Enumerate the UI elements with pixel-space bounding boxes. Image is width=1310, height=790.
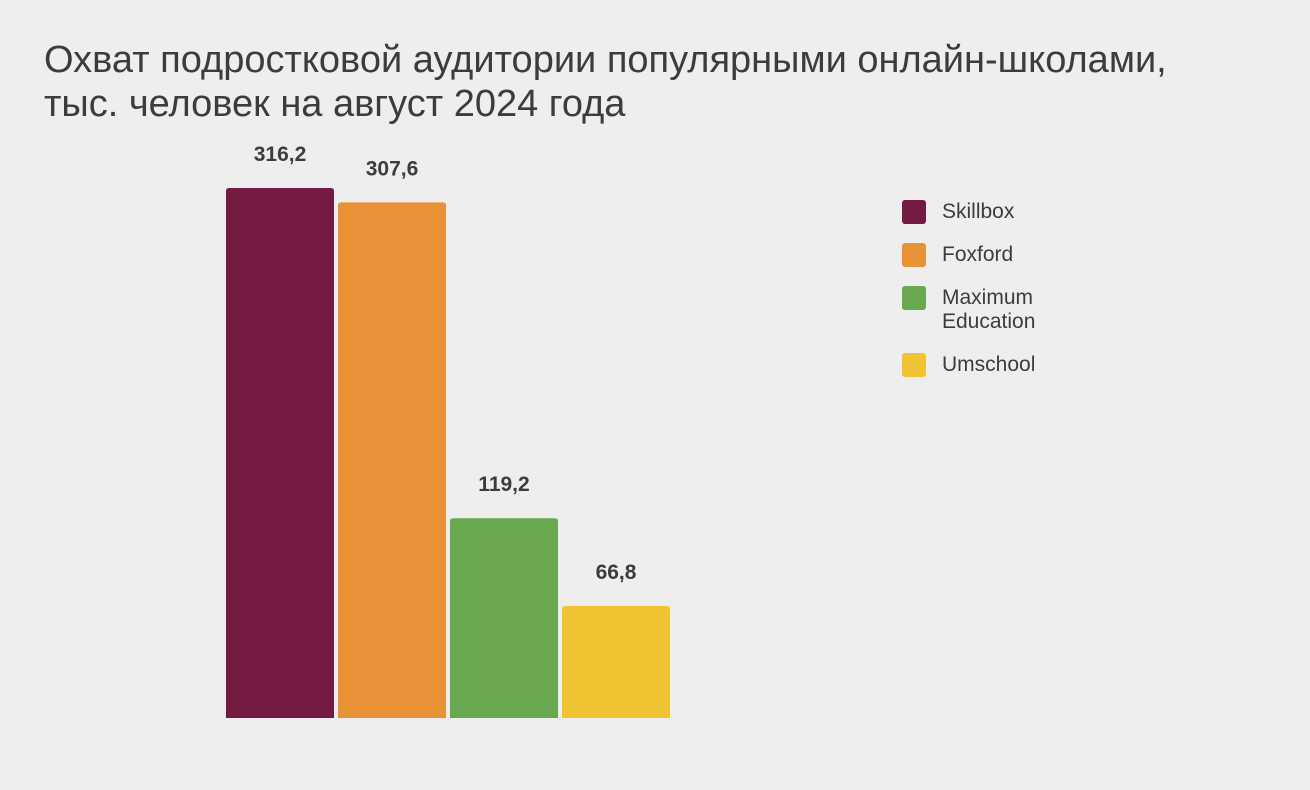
- bar-umschool: [562, 606, 670, 718]
- bar-maximum-education: [450, 518, 558, 718]
- chart-legend: Skillbox Foxford Maximum Education Umsch…: [902, 200, 1162, 396]
- legend-swatch-skillbox: [902, 200, 926, 224]
- legend-label-foxford: Foxford: [942, 243, 1014, 266]
- data-label-skillbox: 316,2: [254, 143, 307, 166]
- legend-label-skillbox: Skillbox: [942, 200, 1015, 223]
- chart-title-line-1: Охват подростковой аудитории популярными…: [44, 39, 1167, 81]
- legend-label-maximum-education: Maximum Education: [942, 286, 1036, 333]
- bar-skillbox: [226, 188, 334, 718]
- legend-swatch-maximum-education: [902, 286, 926, 310]
- data-label-maximum-education: 119,2: [478, 473, 529, 496]
- bar-foxford: [338, 202, 446, 719]
- data-label-umschool: 66,8: [596, 561, 637, 584]
- legend-item-umschool: Umschool: [902, 353, 1162, 377]
- legend-label-umschool: Umschool: [942, 353, 1036, 376]
- chart-title-line-2: тыс. человек на август 2024 года: [44, 83, 626, 125]
- data-label-foxford: 307,6: [366, 157, 419, 180]
- legend-swatch-umschool: [902, 353, 926, 377]
- legend-item-skillbox: Skillbox: [902, 200, 1162, 224]
- legend-item-maximum-education: Maximum Education: [902, 286, 1162, 334]
- chart-title: Охват подростковой аудитории популярными…: [44, 38, 1274, 126]
- legend-item-foxford: Foxford: [902, 243, 1162, 267]
- legend-swatch-foxford: [902, 243, 926, 267]
